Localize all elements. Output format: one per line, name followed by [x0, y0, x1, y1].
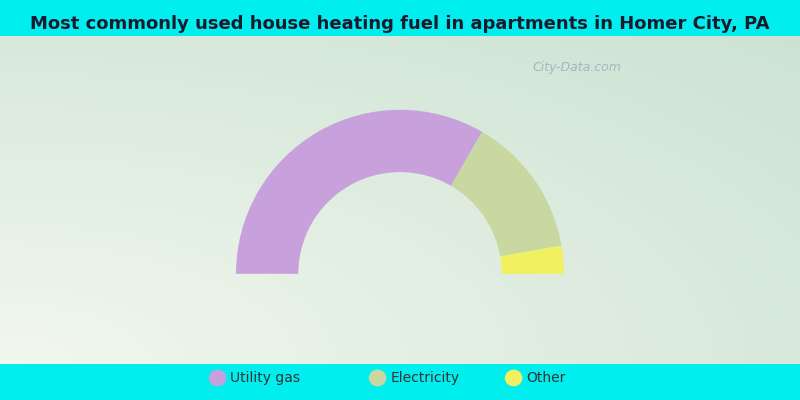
- Text: Most commonly used house heating fuel in apartments in Homer City, PA: Most commonly used house heating fuel in…: [30, 15, 770, 33]
- Text: Utility gas: Utility gas: [230, 371, 301, 385]
- Text: Electricity: Electricity: [390, 371, 459, 385]
- Ellipse shape: [369, 370, 386, 386]
- Wedge shape: [236, 110, 482, 274]
- Wedge shape: [451, 132, 562, 256]
- Ellipse shape: [209, 370, 226, 386]
- Wedge shape: [500, 246, 564, 274]
- Ellipse shape: [505, 370, 522, 386]
- Text: City-Data.com: City-Data.com: [533, 61, 622, 74]
- Text: Other: Other: [526, 371, 566, 385]
